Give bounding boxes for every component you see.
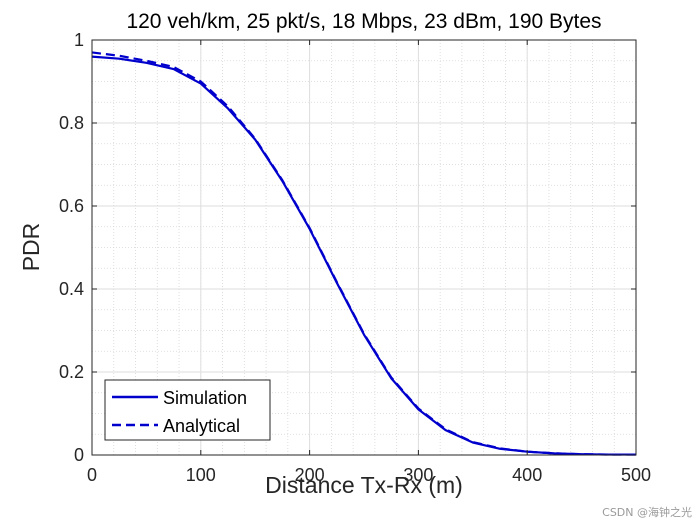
x-axis-label: Distance Tx-Rx (m): [265, 472, 463, 498]
y-tick-labels: 0 0.2 0.4 0.6 0.8 1: [59, 30, 84, 465]
y-tick-label: 0.4: [59, 279, 84, 299]
axes-box: [91, 39, 637, 456]
x-tick-labels: 0 100 200 300 400 500: [87, 465, 651, 485]
y-tick-label: 0: [74, 445, 84, 465]
ticks: [91, 39, 637, 456]
x-tick-label: 500: [621, 465, 651, 485]
y-tick-label: 0.8: [59, 113, 84, 133]
watermark: CSDN @海钟之光: [602, 506, 692, 519]
y-axis-label: PDR: [18, 223, 44, 272]
y-tick-label: 1: [74, 30, 84, 50]
x-tick-label: 400: [512, 465, 542, 485]
y-tick-label: 0.6: [59, 196, 84, 216]
legend-label-analytical: Analytical: [163, 416, 240, 436]
legend: Simulation Analytical: [104, 379, 271, 441]
legend-box: [104, 379, 271, 441]
x-tick-label: 0: [87, 465, 97, 485]
x-tick-label: 100: [186, 465, 216, 485]
x-tick-label: 300: [403, 465, 433, 485]
y-tick-label: 0.2: [59, 362, 84, 382]
legend-label-simulation: Simulation: [163, 388, 247, 408]
chart-title: 120 veh/km, 25 pkt/s, 18 Mbps, 23 dBm, 1…: [126, 10, 601, 33]
series-line-analytical: [91, 51, 636, 456]
x-tick-label: 200: [295, 465, 325, 485]
series-layer: [91, 51, 636, 456]
